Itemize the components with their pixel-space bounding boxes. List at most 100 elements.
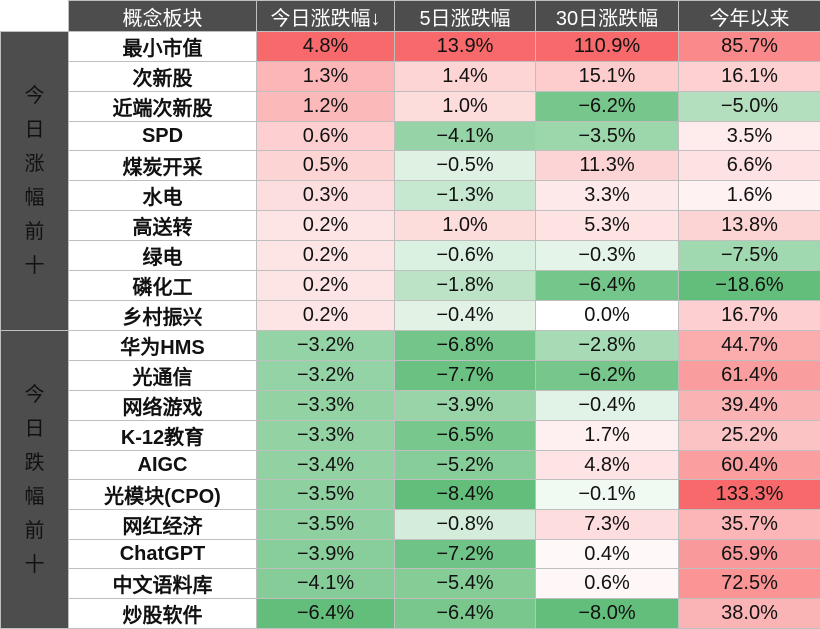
table-row[interactable]: 今 日 跌 幅 前 十华为HMS−3.2%−6.8%−2.8%44.7%	[1, 331, 820, 361]
ytd-change-cell: 16.1%	[679, 62, 820, 92]
group-label-text: 今 日 跌 幅 前 十	[1, 378, 68, 582]
table-row[interactable]: 光通信−3.2%−7.7%−6.2%61.4%	[1, 361, 820, 391]
col-header-ytd-change[interactable]: 今年以来	[679, 1, 820, 32]
30day-change-cell: 7.3%	[536, 510, 679, 540]
30day-change-cell: 15.1%	[536, 62, 679, 92]
30day-change-cell: −8.0%	[536, 599, 679, 629]
table-row[interactable]: ChatGPT−3.9%−7.2%0.4%65.9%	[1, 540, 820, 569]
ytd-change-cell: 3.5%	[679, 122, 820, 151]
ytd-change-cell: 39.4%	[679, 391, 820, 421]
5day-change-cell: −0.8%	[395, 510, 536, 540]
today-change-cell: 4.8%	[257, 32, 395, 62]
5day-change-cell: 1.4%	[395, 62, 536, 92]
header-row: 概念板块 今日涨跌幅↓ 5日涨跌幅 30日涨跌幅 今年以来	[1, 1, 820, 32]
concept-name-cell[interactable]: 光通信	[69, 361, 257, 391]
concept-name-cell[interactable]: 网红经济	[69, 510, 257, 540]
table-row[interactable]: 光模块(CPO)−3.5%−8.4%−0.1%133.3%	[1, 480, 820, 510]
today-change-cell: −3.9%	[257, 540, 395, 569]
30day-change-cell: −2.8%	[536, 331, 679, 361]
concept-name-cell[interactable]: 次新股	[69, 62, 257, 92]
concept-name-cell[interactable]: ChatGPT	[69, 540, 257, 569]
table-row[interactable]: 网络游戏−3.3%−3.9%−0.4%39.4%	[1, 391, 820, 421]
concept-name-cell[interactable]: 光模块(CPO)	[69, 480, 257, 510]
concept-name-cell[interactable]: 乡村振兴	[69, 301, 257, 331]
col-header-5day-change[interactable]: 5日涨跌幅	[395, 1, 536, 32]
5day-change-cell: 1.0%	[395, 92, 536, 122]
concept-name-cell[interactable]: 炒股软件	[69, 599, 257, 629]
5day-change-cell: −1.8%	[395, 271, 536, 301]
table-row[interactable]: 网红经济−3.5%−0.8%7.3%35.7%	[1, 510, 820, 540]
30day-change-cell: 11.3%	[536, 151, 679, 181]
5day-change-cell: 1.0%	[395, 211, 536, 241]
today-change-cell: 0.2%	[257, 301, 395, 331]
table-row[interactable]: K-12教育−3.3%−6.5%1.7%25.2%	[1, 421, 820, 451]
5day-change-cell: −0.5%	[395, 151, 536, 181]
concept-name-cell[interactable]: AIGC	[69, 451, 257, 480]
concept-name-cell[interactable]: 近端次新股	[69, 92, 257, 122]
5day-change-cell: 13.9%	[395, 32, 536, 62]
5day-change-cell: −6.8%	[395, 331, 536, 361]
30day-change-cell: 1.7%	[536, 421, 679, 451]
today-change-cell: −6.4%	[257, 599, 395, 629]
group-label-down: 今 日 跌 幅 前 十	[1, 331, 69, 629]
ytd-change-cell: 1.6%	[679, 181, 820, 211]
5day-change-cell: −6.5%	[395, 421, 536, 451]
concept-name-cell[interactable]: 华为HMS	[69, 331, 257, 361]
concept-name-cell[interactable]: 水电	[69, 181, 257, 211]
today-change-cell: −3.5%	[257, 510, 395, 540]
today-change-cell: 0.2%	[257, 271, 395, 301]
5day-change-cell: −0.4%	[395, 301, 536, 331]
concept-name-cell[interactable]: 中文语料库	[69, 569, 257, 599]
concept-name-cell[interactable]: 高送转	[69, 211, 257, 241]
col-header-30day-change[interactable]: 30日涨跌幅	[536, 1, 679, 32]
table-row[interactable]: AIGC−3.4%−5.2%4.8%60.4%	[1, 451, 820, 480]
ytd-change-cell: 35.7%	[679, 510, 820, 540]
table-row[interactable]: 炒股软件−6.4%−6.4%−8.0%38.0%	[1, 599, 820, 629]
5day-change-cell: −3.9%	[395, 391, 536, 421]
concept-name-cell[interactable]: 网络游戏	[69, 391, 257, 421]
today-change-cell: 0.2%	[257, 211, 395, 241]
ytd-change-cell: 13.8%	[679, 211, 820, 241]
5day-change-cell: −7.7%	[395, 361, 536, 391]
concept-name-cell[interactable]: SPD	[69, 122, 257, 151]
ytd-change-cell: 6.6%	[679, 151, 820, 181]
ytd-change-cell: 61.4%	[679, 361, 820, 391]
ytd-change-cell: −7.5%	[679, 241, 820, 271]
today-change-cell: −4.1%	[257, 569, 395, 599]
ytd-change-cell: −18.6%	[679, 271, 820, 301]
ytd-change-cell: 25.2%	[679, 421, 820, 451]
concept-name-cell[interactable]: K-12教育	[69, 421, 257, 451]
30day-change-cell: 3.3%	[536, 181, 679, 211]
col-header-concept: 概念板块	[69, 1, 257, 32]
concept-name-cell[interactable]: 最小市值	[69, 32, 257, 62]
ytd-change-cell: 65.9%	[679, 540, 820, 569]
concept-name-cell[interactable]: 磷化工	[69, 271, 257, 301]
col-header-today-change[interactable]: 今日涨跌幅↓	[257, 1, 395, 32]
today-change-cell: −3.3%	[257, 421, 395, 451]
5day-change-cell: −0.6%	[395, 241, 536, 271]
today-change-cell: 1.3%	[257, 62, 395, 92]
today-change-cell: −3.5%	[257, 480, 395, 510]
30day-change-cell: −6.2%	[536, 92, 679, 122]
30day-change-cell: 0.6%	[536, 569, 679, 599]
concept-name-cell[interactable]: 绿电	[69, 241, 257, 271]
concept-name-cell[interactable]: 煤炭开采	[69, 151, 257, 181]
5day-change-cell: −7.2%	[395, 540, 536, 569]
ytd-change-cell: 38.0%	[679, 599, 820, 629]
table-row[interactable]: 中文语料库−4.1%−5.4%0.6%72.5%	[1, 569, 820, 599]
5day-change-cell: −4.1%	[395, 122, 536, 151]
today-change-cell: −3.2%	[257, 331, 395, 361]
today-change-cell: 1.2%	[257, 92, 395, 122]
